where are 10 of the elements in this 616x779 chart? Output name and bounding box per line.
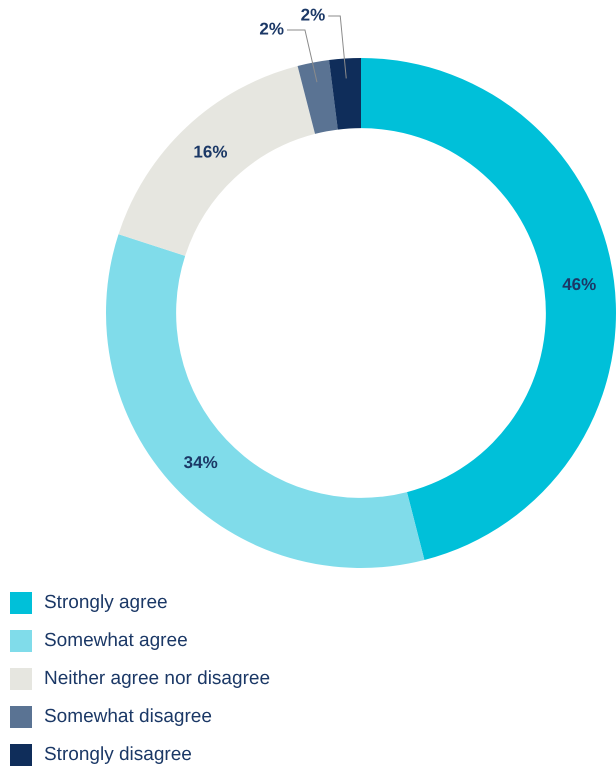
legend-label: Somewhat agree xyxy=(44,630,188,652)
legend-label: Neither agree nor disagree xyxy=(44,668,270,690)
legend-label: Strongly agree xyxy=(44,592,168,614)
data-label: 34% xyxy=(184,453,218,472)
data-label: 2% xyxy=(259,20,284,39)
data-label: 46% xyxy=(562,275,596,294)
data-label: 2% xyxy=(300,6,326,25)
legend-label: Somewhat disagree xyxy=(44,706,212,728)
legend-label: Strongly disagree xyxy=(44,744,192,766)
data-label: 16% xyxy=(193,142,228,162)
